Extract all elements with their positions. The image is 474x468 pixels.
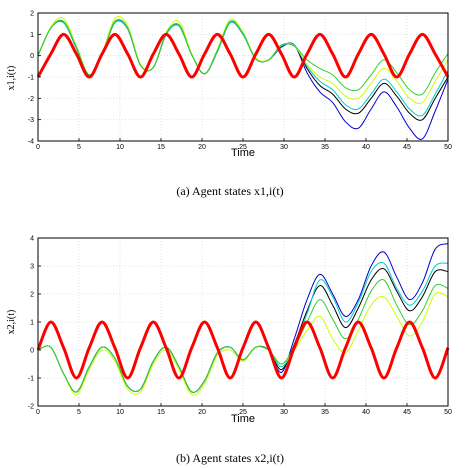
chart-a-series-line-leader [36, 32, 450, 79]
chart-a-ytick-label: 1 [30, 32, 34, 39]
chart-a-xtick-label: 5 [77, 144, 81, 151]
chart-a-xtick-label: 20 [198, 144, 206, 151]
chart-b-xtick-label: 35 [321, 409, 329, 416]
chart-a-xtick-label: 45 [403, 144, 411, 151]
chart-a-series-line-3 [37, 20, 449, 117]
chart-a-ytick-label: 2 [30, 11, 34, 18]
chart-a-xlabel: Time [231, 147, 255, 159]
chart-a-caption: (a) Agent states x1,i(t) [176, 184, 283, 198]
chart-b-xtick-label: 0 [36, 409, 40, 416]
chart-a-ytick-label: 0 [30, 53, 34, 60]
chart-a-ylabel: x1,i(t) [6, 66, 17, 91]
chart-b-xtick-label: 25 [239, 409, 247, 416]
chart-b-series-line-5 [37, 279, 449, 393]
chart-a-ytick-label: -1 [28, 75, 34, 82]
chart-a-ytick-label: -4 [28, 139, 34, 146]
chart-a-ytick-label: -3 [28, 117, 34, 124]
chart-b-ytick-label: 4 [30, 236, 34, 243]
chart-b-xtick-label: 40 [362, 409, 370, 416]
chart-a: 0 5 10 15 20 25 30 35 40 45 50 -4 -3 -2 -1 0 1 2 Time x1… [6, 11, 452, 199]
chart-b-series-line-leader [36, 320, 450, 380]
chart-b-ytick-label: 1 [30, 320, 34, 327]
chart-b-xtick-label: 45 [403, 409, 411, 416]
chart-a-series-line-4 [37, 15, 449, 105]
chart-a-xtick-label: 25 [239, 144, 247, 151]
chart-b-ytick-label: 3 [30, 264, 34, 271]
chart-b-xtick-label: 10 [116, 409, 124, 416]
chart-b-xtick-label: 5 [77, 409, 81, 416]
chart-a-xtick-label: 40 [362, 144, 370, 151]
chart-b-ytick-label: -2 [28, 404, 34, 411]
chart-a-xtick-label: 10 [116, 144, 124, 151]
chart-b-ytick-label: 0 [30, 348, 34, 355]
chart-a-ytick-label: -2 [28, 96, 34, 103]
chart-b-caption: (b) Agent states x2,i(t) [176, 451, 284, 465]
chart-b-ytick-label: 2 [30, 292, 34, 299]
chart-b: 0 5 10 15 20 25 30 35 40 45 50 -2 -1 0 1 2 3 4 Time x2,i… [6, 236, 452, 466]
chart-b-ylabel: x2,i(t) [6, 310, 17, 335]
chart-b-xtick-label: 15 [157, 409, 165, 416]
chart-b-xlabel: Time [231, 413, 255, 425]
chart-a-xtick-label: 30 [280, 144, 288, 151]
chart-b-ytick-label: -1 [28, 376, 34, 383]
chart-b-xtick-label: 20 [198, 409, 206, 416]
chart-a-xtick-label: 15 [157, 144, 165, 151]
chart-b-series-line-4 [37, 292, 449, 396]
chart-a-xtick-label: 0 [36, 144, 40, 151]
chart-b-xtick-label: 30 [280, 409, 288, 416]
chart-a-xtick-label: 50 [444, 144, 452, 151]
chart-b-xtick-label: 50 [444, 409, 452, 416]
chart-a-xtick-label: 35 [321, 144, 329, 151]
